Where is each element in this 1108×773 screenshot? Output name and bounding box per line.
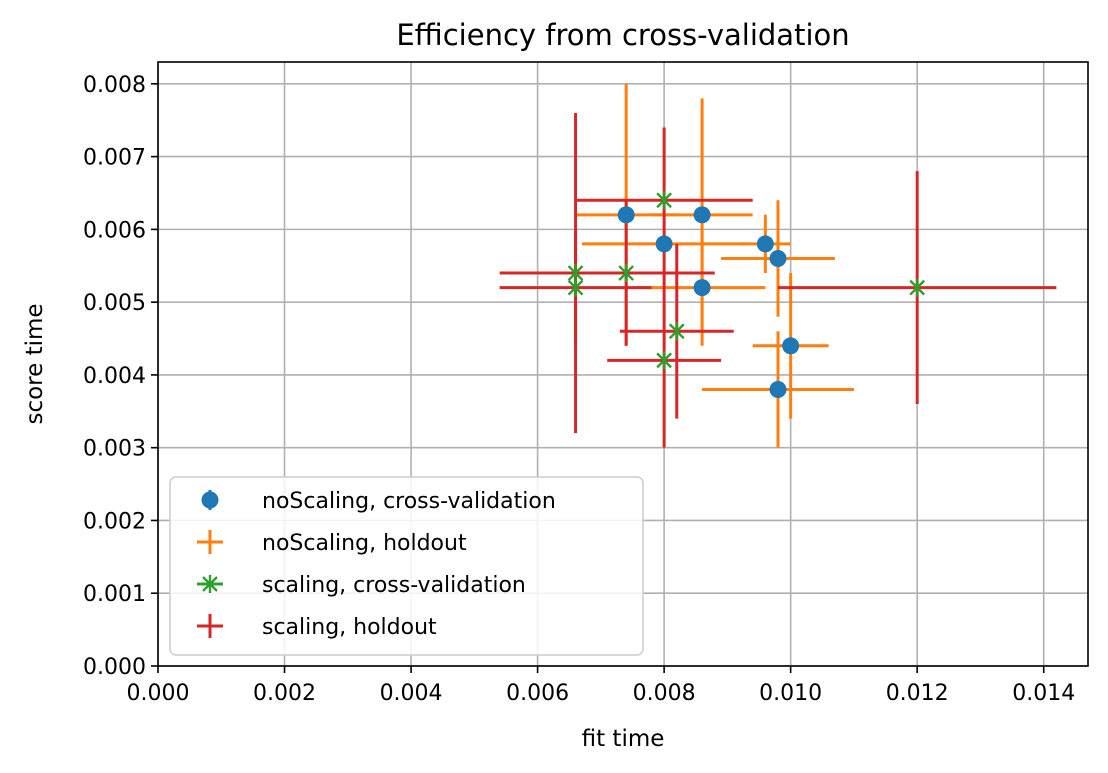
data-point bbox=[769, 380, 787, 398]
x-axis-label: fit time bbox=[582, 726, 665, 752]
data-point bbox=[655, 235, 673, 253]
x-tick-label: 0.008 bbox=[633, 681, 696, 706]
legend-marker bbox=[202, 575, 218, 593]
data-point bbox=[756, 235, 774, 253]
y-axis-label: score time bbox=[22, 303, 48, 424]
data-point bbox=[617, 206, 635, 224]
y-tick-label: 0.007 bbox=[83, 146, 146, 171]
legend-label: scaling, cross-validation bbox=[262, 573, 526, 598]
x-tick-label: 0.006 bbox=[506, 681, 569, 706]
legend-item-3: scaling, holdout bbox=[197, 614, 437, 640]
legend-item-1: noScaling, holdout bbox=[197, 530, 467, 556]
y-tick-label: 0.005 bbox=[83, 291, 146, 316]
data-point bbox=[656, 191, 672, 210]
y-tick-label: 0.006 bbox=[83, 218, 146, 243]
data-point bbox=[769, 249, 787, 267]
plot-frame bbox=[157, 61, 1089, 667]
series-0 bbox=[617, 206, 800, 398]
legend-label: noScaling, cross-validation bbox=[262, 489, 556, 514]
legend-item-0: noScaling, cross-validation bbox=[201, 489, 556, 514]
data-point bbox=[909, 278, 926, 297]
legend: noScaling, cross-validation noScaling, ho… bbox=[169, 476, 644, 656]
x-tick-label: 0.014 bbox=[1012, 681, 1075, 706]
x-tick-label: 0.012 bbox=[886, 681, 949, 706]
y-tick-label: 0.001 bbox=[83, 582, 146, 607]
x-tick-label: 0.002 bbox=[253, 681, 316, 706]
data-point bbox=[693, 206, 711, 224]
legend-label: noScaling, holdout bbox=[262, 531, 467, 556]
y-tick-label: 0.008 bbox=[83, 73, 146, 98]
data-point bbox=[656, 351, 672, 370]
data-point bbox=[567, 278, 584, 297]
x-tick-label: 0.000 bbox=[127, 681, 190, 706]
data-point bbox=[668, 322, 685, 341]
y-tick-label: 0.002 bbox=[83, 509, 146, 534]
y-tick-label: 0.003 bbox=[83, 437, 146, 462]
data-point bbox=[693, 279, 711, 297]
plot-area bbox=[499, 83, 1057, 448]
legend-marker bbox=[201, 491, 219, 509]
series-2 bbox=[567, 191, 926, 370]
legend-label: scaling, holdout bbox=[262, 615, 437, 640]
x-axis-ticks: 0.000 0.002 0.004 0.006 0.008 0.010 0.012 0.014 bbox=[127, 666, 1075, 706]
x-tick-label: 0.010 bbox=[759, 681, 822, 706]
x-tick-label: 0.004 bbox=[380, 681, 443, 706]
y-axis-ticks: 0.000 0.001 0.002 0.003 0.004 0.005 0.006 0.007… bbox=[83, 73, 158, 680]
data-point bbox=[782, 337, 800, 355]
legend-box bbox=[169, 476, 644, 656]
data-point bbox=[618, 264, 635, 283]
y-tick-label: 0.000 bbox=[83, 655, 146, 680]
chart-title: Efficiency from cross-validation bbox=[396, 18, 849, 52]
y-tick-label: 0.004 bbox=[83, 364, 146, 389]
legend-item-2: scaling, cross-validation bbox=[197, 573, 526, 598]
